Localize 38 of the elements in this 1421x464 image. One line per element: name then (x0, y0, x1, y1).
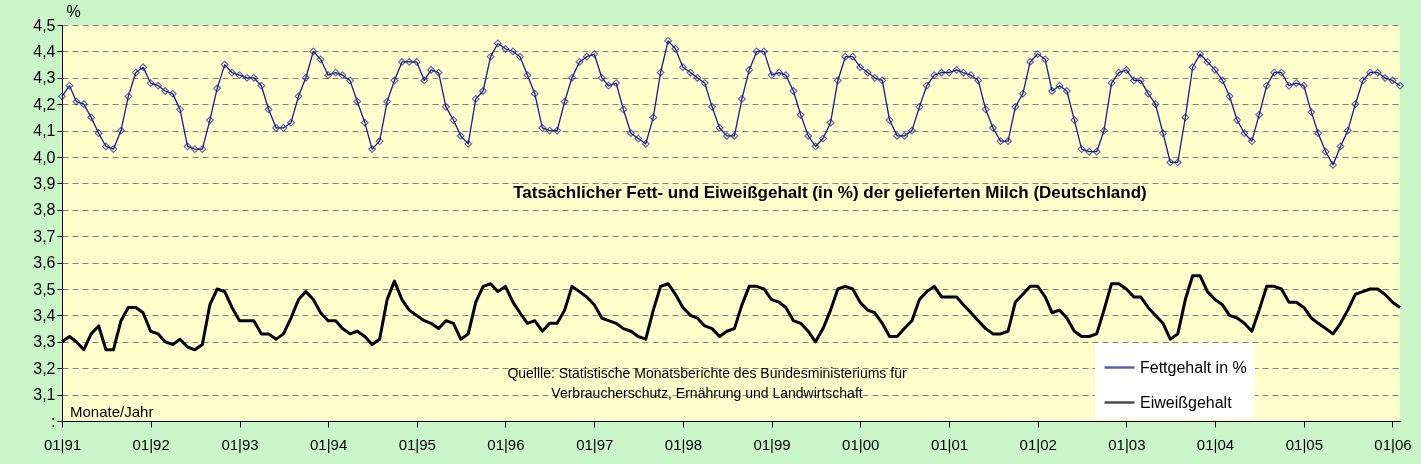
x-tick-label: 01|93 (221, 435, 259, 453)
y-tick-label: : (51, 412, 56, 430)
x-tick-label: 01|91 (43, 435, 82, 453)
x-tick-label: 01|03 (1108, 435, 1146, 453)
x-tick-label: 01|94 (310, 435, 348, 453)
x-tick-label: 01|01 (930, 435, 969, 453)
y-tick-label: 3,2 (33, 359, 56, 377)
x-tick-label: 01|92 (132, 435, 170, 453)
text: Tatsächlicher Fett- und Eiweißgehalt (in %) der gelieferten Milch (Deutschland) (513, 183, 1147, 202)
x-axis-title: Monate/Jahr (70, 403, 154, 420)
x-tick-label: 01|02 (1019, 435, 1057, 453)
y-tick-label: 4,5 (33, 16, 56, 34)
y-tick-label: 4,1 (33, 122, 56, 140)
y-tick-label: 3,9 (33, 174, 56, 192)
x-tick-label: 01|97 (576, 435, 614, 453)
x-tick-label: 01|00 (842, 435, 880, 453)
x-tick-label: 01|04 (1196, 435, 1235, 453)
x-tick-label: 01|96 (487, 435, 525, 453)
y-tick-label: 3,1 (33, 386, 56, 404)
y-tick-label: 4,4 (33, 42, 56, 60)
legend-label: Fettgehalt in % (1140, 358, 1247, 376)
x-tick-label: 01|06 (1374, 435, 1412, 453)
x-tick-label: 01|98 (664, 435, 703, 453)
y-tick-label: 4,0 (33, 148, 56, 166)
y-tick-label: 3,5 (33, 280, 56, 298)
y-axis-title: % (66, 2, 81, 20)
y-tick-label: 3,7 (33, 227, 56, 245)
y-tick-label: 4,2 (33, 95, 56, 113)
y-tick-label: 4,3 (33, 69, 56, 87)
annotation: Quellle: Statistische Monatsberichte des Bundesministeriums für Verbraucherschutz, Ernährung und Landwirtschaft (507, 365, 907, 401)
y-tick-label: 3,6 (33, 254, 56, 272)
x-tick-label: 01|05 (1285, 435, 1323, 453)
y-tick-label: 3,3 (33, 333, 56, 351)
y-tick-label: 3,4 (33, 306, 56, 324)
x-tick-label: 01|95 (398, 435, 436, 453)
y-tick-label: 3,8 (33, 201, 56, 219)
x-tick-label: 01|99 (753, 435, 791, 453)
legend-label: Eiweißgehalt (1140, 393, 1233, 411)
